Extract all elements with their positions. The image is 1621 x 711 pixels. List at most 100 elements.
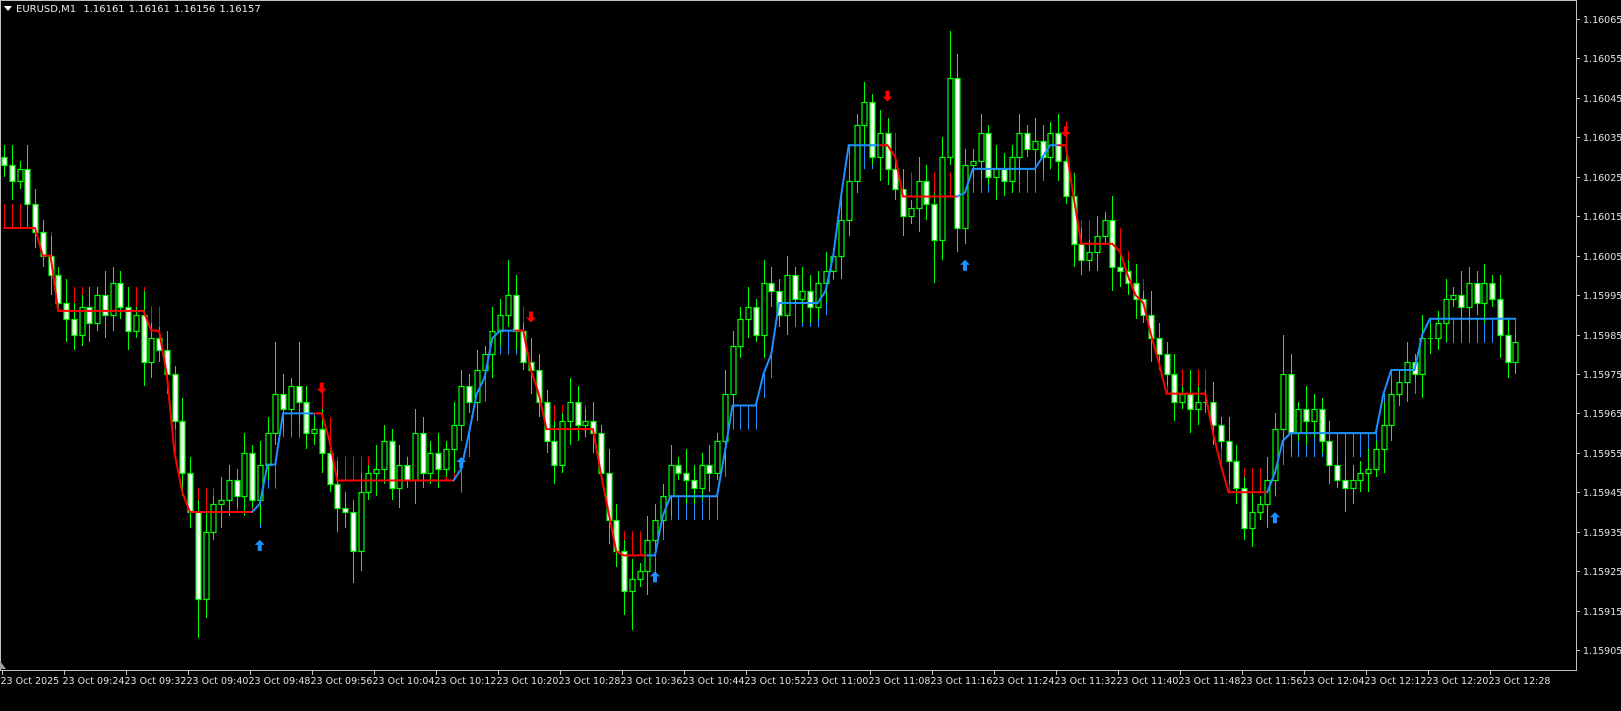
candle[interactable] — [1342, 457, 1349, 512]
candle[interactable] — [1497, 275, 1504, 358]
candle[interactable] — [970, 149, 977, 177]
candle[interactable] — [1474, 271, 1481, 315]
candle[interactable] — [706, 445, 713, 492]
candle[interactable] — [203, 512, 210, 618]
candle[interactable] — [125, 287, 132, 350]
candle[interactable] — [296, 342, 303, 425]
candle[interactable] — [745, 287, 752, 338]
candle[interactable] — [1404, 342, 1411, 402]
candle[interactable] — [226, 465, 233, 516]
candle[interactable] — [280, 374, 287, 429]
candle[interactable] — [768, 267, 775, 307]
candle[interactable] — [9, 145, 16, 200]
candle[interactable] — [699, 453, 706, 500]
candle[interactable] — [1435, 311, 1442, 350]
candle[interactable] — [505, 260, 512, 327]
candle[interactable] — [954, 54, 961, 252]
candle[interactable] — [1241, 477, 1248, 540]
candle[interactable] — [466, 374, 473, 413]
candle[interactable] — [218, 477, 225, 528]
candle[interactable] — [753, 299, 760, 342]
candle[interactable] — [784, 256, 791, 335]
candle[interactable] — [1024, 125, 1031, 157]
candle[interactable] — [1350, 465, 1357, 504]
candle[interactable] — [1466, 267, 1473, 323]
candle[interactable] — [396, 445, 403, 508]
candle[interactable] — [458, 370, 465, 441]
candle[interactable] — [358, 473, 365, 571]
candle[interactable] — [117, 271, 124, 319]
candle[interactable] — [908, 200, 915, 224]
time-axis[interactable]: 23 Oct 2025 23 Oct 09:24 23 Oct 09:32 23 Oc… — [1, 670, 1551, 687]
candle[interactable] — [985, 125, 992, 185]
candle[interactable] — [978, 114, 985, 181]
candle[interactable] — [210, 496, 217, 540]
candle[interactable] — [1226, 417, 1233, 484]
candle[interactable] — [1, 145, 8, 177]
candle[interactable] — [1233, 445, 1240, 504]
candle[interactable] — [675, 457, 682, 480]
candle[interactable] — [311, 417, 318, 445]
candle[interactable] — [373, 445, 380, 496]
candle[interactable] — [931, 193, 938, 283]
candle[interactable] — [652, 504, 659, 555]
candle[interactable] — [861, 82, 868, 145]
candle[interactable] — [900, 169, 907, 236]
candle[interactable] — [1257, 496, 1264, 520]
candle[interactable] — [683, 449, 690, 504]
candle[interactable] — [1272, 413, 1279, 496]
candle[interactable] — [1365, 449, 1372, 492]
candle[interactable] — [846, 165, 853, 236]
candle[interactable] — [1512, 331, 1519, 374]
candle[interactable] — [288, 378, 295, 417]
candle[interactable] — [102, 271, 109, 338]
candle[interactable] — [815, 271, 822, 319]
candle[interactable] — [1249, 492, 1256, 547]
candle[interactable] — [489, 307, 496, 378]
candle[interactable] — [303, 386, 310, 449]
candle[interactable] — [807, 275, 814, 323]
candle[interactable] — [148, 323, 155, 378]
candle[interactable] — [947, 31, 954, 165]
candle[interactable] — [1187, 370, 1194, 433]
candle[interactable] — [621, 540, 628, 615]
candle[interactable] — [94, 287, 101, 331]
candle[interactable] — [559, 413, 566, 473]
candle[interactable] — [869, 94, 876, 165]
candle[interactable] — [1102, 212, 1109, 244]
candle[interactable] — [342, 492, 349, 528]
candle[interactable] — [1489, 275, 1496, 307]
scroll-shift-marker-icon[interactable] — [0, 661, 6, 669]
triangle-down-icon[interactable] — [4, 6, 12, 11]
candle[interactable] — [939, 137, 946, 260]
candle[interactable] — [79, 295, 86, 346]
candle[interactable] — [86, 287, 93, 342]
candle[interactable] — [637, 563, 644, 587]
candle[interactable] — [1040, 125, 1047, 173]
candle[interactable] — [1334, 457, 1341, 488]
candle[interactable] — [1218, 417, 1225, 449]
candle[interactable] — [1016, 114, 1023, 177]
candle[interactable] — [17, 161, 24, 189]
candle[interactable] — [133, 307, 140, 338]
candle[interactable] — [451, 402, 458, 473]
candle[interactable] — [234, 469, 241, 508]
candle[interactable] — [172, 366, 179, 429]
candle[interactable] — [761, 260, 768, 358]
candle[interactable] — [389, 429, 396, 500]
candle[interactable] — [838, 196, 845, 279]
candle[interactable] — [714, 433, 721, 480]
candle[interactable] — [1373, 441, 1380, 477]
candle[interactable] — [1148, 291, 1155, 362]
candle[interactable] — [381, 425, 388, 484]
candle[interactable] — [350, 500, 357, 583]
candle[interactable] — [1443, 279, 1450, 342]
price-axis[interactable]: 1.16065 1.16055 1.16045 1.16035 1.16025 1.160… — [1576, 15, 1621, 657]
candle[interactable] — [179, 398, 186, 496]
candle[interactable] — [1381, 402, 1388, 473]
candle[interactable] — [629, 559, 636, 630]
candle[interactable] — [443, 441, 450, 477]
candle[interactable] — [923, 165, 930, 220]
candle[interactable] — [1357, 461, 1364, 492]
